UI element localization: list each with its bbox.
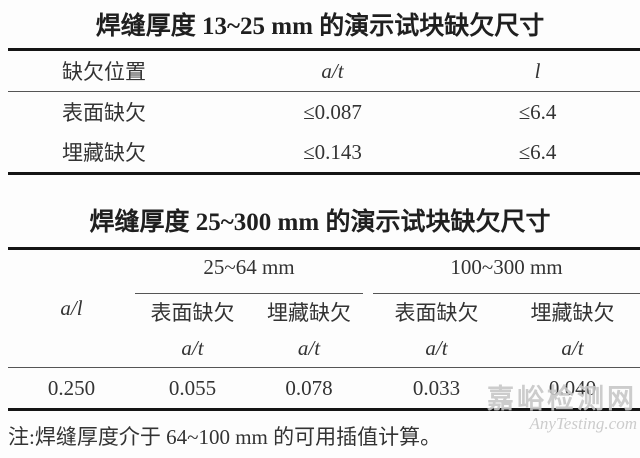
cell-value: 0.033: [412, 375, 461, 400]
table2-span-header-row: a/l 25~64 mm 100~300 mm: [8, 248, 640, 368]
span-header-100-300-label: 100~300 mm: [373, 250, 640, 294]
table2-corner-header-a-l: a/l: [8, 248, 135, 368]
cell-value: 0.055: [168, 375, 217, 400]
sub-header-buried-1: 埋藏缺欠: [267, 301, 351, 325]
cell-a-t-limit: ≤0.087: [303, 99, 362, 124]
table1-row-buried: 埋藏缺欠 ≤0.143 ≤6.4: [8, 132, 640, 174]
footnote: 注:焊缝厚度介于 64~100 mm 的可用插值计算。: [8, 425, 442, 449]
cell-location: 埋藏缺欠: [62, 141, 146, 165]
sub-header-surface-1: 表面缺欠: [150, 301, 235, 325]
table2-sub-header-row: 表面缺欠 埋藏缺欠 表面缺欠 埋藏缺欠: [8, 294, 640, 330]
cell-l-limit: ≤6.4: [518, 139, 557, 164]
measure-header-a-t: a/t: [368, 330, 505, 368]
cell-location: 表面缺欠: [62, 101, 146, 125]
table1-title: 焊缝厚度 13~25 mm 的演示试块缺欠尺寸: [95, 13, 545, 40]
table2-span-header-100-300: 100~300 mm: [368, 249, 640, 294]
table2-measure-header-row: a/t a/t a/t a/t: [8, 330, 640, 368]
table1-col-header-location: 缺欠位置: [8, 49, 230, 92]
table2-span-header-25-64: 25~64 mm: [135, 249, 368, 294]
sub-header-surface-2: 表面缺欠: [394, 301, 479, 325]
measure-header-a-t: a/t: [250, 330, 368, 368]
cell-l-limit: ≤6.4: [518, 99, 557, 124]
table1-header-row: 缺欠位置 a/t l: [8, 49, 640, 92]
cell-a-l-value: 0.250: [47, 375, 96, 400]
cell-value: 0.040: [548, 375, 597, 400]
sub-header-buried-2: 埋藏缺欠: [530, 301, 615, 325]
table2-title: 焊缝厚度 25~300 mm 的演示试块缺欠尺寸: [89, 209, 551, 236]
measure-header-a-t: a/t: [505, 330, 640, 368]
table1: 缺欠位置 a/t l 表面缺欠 ≤0.087 ≤6.4 埋藏缺欠 ≤0.143 …: [8, 48, 640, 175]
cell-value: 0.078: [285, 375, 333, 400]
span-header-25-64-label: 25~64 mm: [135, 250, 363, 294]
table2-value-row: 0.250 0.055 0.078 0.033 0.040: [8, 368, 640, 410]
table1-col-header-a-t: a/t: [230, 49, 435, 92]
cell-a-t-limit: ≤0.143: [303, 139, 362, 164]
measure-header-a-t: a/t: [135, 330, 250, 368]
table2: a/l 25~64 mm 100~300 mm 表面缺欠 埋藏缺欠 表面缺欠 埋…: [8, 247, 640, 411]
table1-row-surface: 表面缺欠 ≤0.087 ≤6.4: [8, 92, 640, 133]
table1-col-header-l: l: [435, 49, 640, 92]
